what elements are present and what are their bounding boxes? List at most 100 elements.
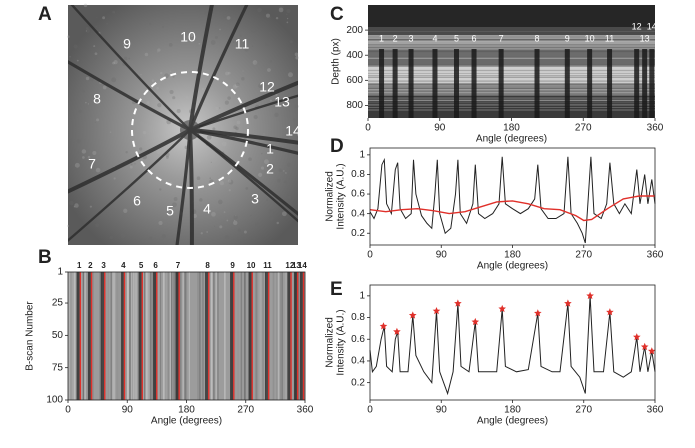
- texture: [234, 272, 236, 400]
- vessel-label: 9: [565, 33, 570, 43]
- texture: [368, 102, 655, 104]
- texture: [172, 96, 176, 100]
- vessel-shadow: [587, 49, 593, 118]
- data-line: [369, 295, 656, 396]
- texture: [286, 9, 291, 14]
- peak-marker: [564, 299, 572, 307]
- texture: [129, 165, 133, 169]
- texture: [368, 101, 655, 103]
- texture: [274, 112, 279, 118]
- texture: [209, 177, 212, 180]
- y-axis-label: Intensity (A.U.): [336, 309, 347, 375]
- vessel-label: 10: [247, 261, 256, 270]
- texture: [286, 162, 291, 167]
- texture: [199, 272, 201, 400]
- texture: [368, 109, 655, 111]
- vessel-shadow: [175, 272, 179, 400]
- peak-marker: [640, 342, 649, 351]
- x-tick-label: 270: [575, 405, 592, 416]
- texture: [368, 63, 655, 65]
- texture: [105, 272, 107, 400]
- texture: [368, 76, 655, 78]
- texture: [224, 272, 226, 400]
- texture: [368, 93, 655, 95]
- y-tick-label: 0.2: [351, 228, 365, 239]
- panel-letter: C: [330, 4, 344, 25]
- texture: [112, 10, 116, 14]
- texture: [67, 35, 70, 38]
- texture: [368, 93, 655, 95]
- texture: [184, 33, 186, 36]
- vessel: [189, 128, 298, 145]
- texture: [279, 272, 282, 400]
- peak-marker: [586, 291, 594, 300]
- peak-marker: [633, 333, 641, 341]
- vessel-label: 14: [285, 123, 301, 139]
- texture: [259, 83, 262, 86]
- panel-letter: A: [38, 4, 52, 25]
- texture: [82, 156, 85, 159]
- texture: [368, 39, 655, 40]
- texture: [281, 211, 287, 217]
- texture: [92, 272, 94, 400]
- texture: [210, 161, 212, 163]
- texture: [258, 172, 263, 177]
- texture: [131, 272, 133, 400]
- y-tick-label: 1: [359, 290, 365, 301]
- texture: [196, 176, 201, 181]
- texture: [127, 272, 129, 400]
- vessel: [188, 5, 249, 131]
- vessel-shadow: [205, 272, 209, 400]
- texture: [134, 163, 136, 165]
- texture: [202, 272, 204, 400]
- vessel-label: 13: [274, 94, 290, 110]
- vessel-label: 7: [88, 156, 96, 172]
- y-tick-label: 0.6: [351, 334, 365, 345]
- x-tick-label: 90: [434, 123, 446, 134]
- texture: [252, 60, 258, 65]
- x-tick-label: 360: [647, 405, 664, 416]
- vessel-label: 8: [535, 33, 540, 43]
- texture: [235, 83, 239, 88]
- x-tick-label: 270: [575, 123, 592, 134]
- texture: [275, 16, 279, 20]
- x-tick-label: 270: [237, 405, 254, 416]
- vessel-shadow: [138, 272, 142, 400]
- vessel-label: 3: [251, 191, 259, 207]
- texture: [368, 81, 655, 83]
- vessel: [188, 129, 194, 245]
- texture: [102, 85, 107, 90]
- texture: [257, 7, 262, 13]
- texture: [368, 30, 655, 32]
- texture: [228, 189, 231, 192]
- texture: [214, 35, 218, 39]
- texture: [169, 90, 174, 95]
- texture: [139, 147, 143, 151]
- texture: [170, 272, 173, 400]
- peak-marker: [606, 308, 614, 316]
- texture: [368, 44, 655, 45]
- texture: [89, 205, 92, 208]
- texture: [81, 149, 87, 154]
- x-tick-label: 180: [504, 405, 521, 416]
- texture: [95, 25, 97, 28]
- texture: [261, 272, 263, 400]
- texture: [184, 272, 187, 400]
- texture: [278, 168, 283, 173]
- y-tick-label: 0.8: [351, 169, 365, 180]
- texture: [86, 28, 88, 30]
- x-tick-label: 0: [367, 405, 373, 416]
- texture: [244, 47, 249, 52]
- vessel-shadow: [392, 49, 398, 118]
- vessel-label: 12: [259, 79, 275, 95]
- texture: [243, 233, 248, 238]
- texture: [152, 272, 153, 400]
- texture: [235, 215, 237, 217]
- vessel-label: 14: [647, 21, 657, 31]
- x-tick-label: 90: [122, 405, 134, 416]
- vessel-shadow: [248, 272, 252, 400]
- texture: [219, 180, 225, 186]
- texture: [190, 33, 194, 37]
- peak-marker: [498, 304, 506, 313]
